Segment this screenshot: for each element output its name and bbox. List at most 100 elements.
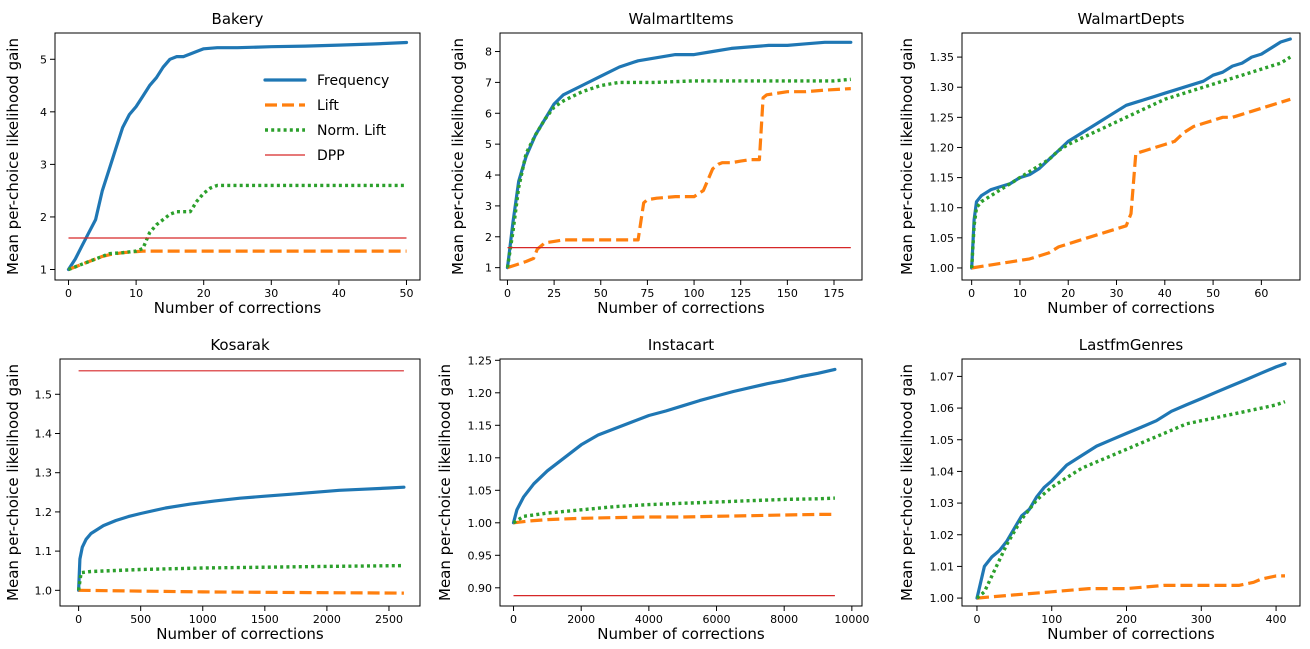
y-tick-label: 1.02 xyxy=(930,529,955,542)
series-line-lift xyxy=(507,87,851,270)
x-tick-label: 300 xyxy=(1191,613,1212,626)
y-tick-label: 1.05 xyxy=(930,434,955,447)
x-axis-label: Number of corrections xyxy=(1047,625,1215,643)
y-tick-label: 1.01 xyxy=(930,560,955,573)
y-tick-label: 1.05 xyxy=(468,484,493,497)
series-line-norm-lift xyxy=(975,400,1286,600)
x-tick-label: 60 xyxy=(1254,287,1268,300)
y-axis-label: Mean per-choice likelihood gain xyxy=(898,364,916,601)
y-axis-label: Mean per-choice likelihood gain xyxy=(4,38,22,275)
x-tick-label: 150 xyxy=(777,287,798,300)
y-tick-label: 1.5 xyxy=(35,388,53,401)
series-line-frequency xyxy=(505,40,853,270)
y-tick-label: 1.25 xyxy=(468,354,493,367)
series-line-frequency xyxy=(76,485,406,592)
y-tick-label: 5 xyxy=(40,53,47,66)
y-tick-label: 1.00 xyxy=(930,262,955,275)
x-tick-label: 2000 xyxy=(567,613,595,626)
x-tick-label: 20 xyxy=(1061,287,1075,300)
legend-label: Lift xyxy=(317,98,339,114)
x-tick-label: 4000 xyxy=(635,613,663,626)
x-tick-label: 30 xyxy=(1110,287,1124,300)
y-tick-label: 1.1 xyxy=(35,545,53,558)
y-tick-label: 1.10 xyxy=(930,202,955,215)
y-tick-label: 1 xyxy=(485,262,492,275)
y-tick-label: 1.07 xyxy=(930,370,955,383)
x-tick-label: 20 xyxy=(197,287,211,300)
chart-title: Instacart xyxy=(648,336,714,354)
y-tick-label: 8 xyxy=(485,46,492,59)
y-tick-label: 1.25 xyxy=(930,111,955,124)
y-tick-label: 1.04 xyxy=(930,465,955,478)
series-line-lift xyxy=(971,97,1291,270)
x-axis-label: Number of corrections xyxy=(156,625,324,643)
series-line-norm-lift xyxy=(970,55,1292,269)
chart-panel-2: WalmartDepts 0 10 20 30 40 50 60 1.00 1.05 1.10 1.1… xyxy=(898,10,1301,317)
y-tick-label: 0.95 xyxy=(468,549,493,562)
x-tick-label: 2500 xyxy=(375,613,403,626)
x-tick-label: 0 xyxy=(65,287,72,300)
y-tick-label: 4 xyxy=(40,106,47,119)
x-tick-label: 0 xyxy=(75,613,82,626)
series-line-norm-lift xyxy=(76,563,404,591)
x-tick-label: 50 xyxy=(1206,287,1220,300)
plot-frame xyxy=(54,32,421,281)
x-axis-label: Number of corrections xyxy=(154,299,322,317)
x-tick-label: 25 xyxy=(547,287,561,300)
chart-title: Bakery xyxy=(212,10,264,28)
y-tick-label: 1 xyxy=(40,263,47,276)
x-tick-label: 75 xyxy=(640,287,654,300)
x-tick-label: 175 xyxy=(824,287,845,300)
chart-panel-1: WalmartItems 0 25 50 75 100 125 150 175 1 2 3 4 5 6 7 8 N… xyxy=(449,10,863,317)
legend-label: Frequency xyxy=(317,73,389,89)
y-tick-label: 1.05 xyxy=(930,232,955,245)
x-tick-label: 2000 xyxy=(313,613,341,626)
y-tick-label: 1.15 xyxy=(468,419,493,432)
series-line-lift xyxy=(513,512,835,525)
y-axis-label: Mean per-choice likelihood gain xyxy=(436,364,454,601)
y-tick-label: 1.0 xyxy=(35,584,53,597)
plot-frame xyxy=(59,358,421,607)
y-tick-label: 1.20 xyxy=(930,141,955,154)
series-line-frequency xyxy=(975,362,1287,600)
y-tick-label: 7 xyxy=(485,76,492,89)
x-tick-label: 125 xyxy=(730,287,751,300)
chart-panel-4: Instacart 0 2000 4000 6000 8000 10000 0.90 0.95 1… xyxy=(436,336,869,643)
legend: Frequency Lift Norm. Lift DPP xyxy=(263,73,389,164)
legend-label: Norm. Lift xyxy=(317,123,386,139)
y-tick-label: 1.30 xyxy=(930,81,955,94)
x-axis-label: Number of corrections xyxy=(1047,299,1215,317)
x-tick-label: 10 xyxy=(129,287,143,300)
x-tick-label: 100 xyxy=(1041,613,1062,626)
y-tick-label: 2 xyxy=(485,231,492,244)
plot-frame xyxy=(961,358,1301,607)
x-tick-label: 40 xyxy=(332,287,346,300)
y-tick-label: 3 xyxy=(40,158,47,171)
chart-panel-3: Kosarak 0 500 1000 1500 2000 2500 1.0 1.1 1.2 1.3 1… xyxy=(4,336,421,643)
chart-title: WalmartItems xyxy=(628,10,733,28)
series-line-lift xyxy=(976,574,1285,600)
x-tick-label: 500 xyxy=(130,613,151,626)
series-line-lift xyxy=(78,588,404,595)
y-tick-label: 1.2 xyxy=(35,506,53,519)
x-axis-label: Number of corrections xyxy=(597,299,765,317)
y-axis-label: Mean per-choice likelihood gain xyxy=(449,38,467,275)
series-line-lift xyxy=(67,249,407,271)
y-axis-label: Mean per-choice likelihood gain xyxy=(898,38,916,275)
x-tick-label: 6000 xyxy=(703,613,731,626)
x-tick-label: 30 xyxy=(264,287,278,300)
x-tick-label: 0 xyxy=(968,287,975,300)
x-tick-label: 1000 xyxy=(189,613,217,626)
legend-label: DPP xyxy=(317,148,345,164)
chart-title: Kosarak xyxy=(210,336,270,354)
series-line-norm-lift xyxy=(512,496,835,525)
series-line-norm-lift xyxy=(67,183,407,272)
series-line-norm-lift xyxy=(505,77,851,268)
x-tick-label: 0 xyxy=(504,287,511,300)
chart-panel-0: Bakery 0 10 20 30 40 50 1 2 3 4 5 Number of correcti… xyxy=(4,10,421,317)
y-tick-label: 1.00 xyxy=(468,517,493,530)
y-tick-label: 1.20 xyxy=(468,387,493,400)
y-tick-label: 5 xyxy=(485,138,492,151)
x-tick-label: 0 xyxy=(510,613,517,626)
